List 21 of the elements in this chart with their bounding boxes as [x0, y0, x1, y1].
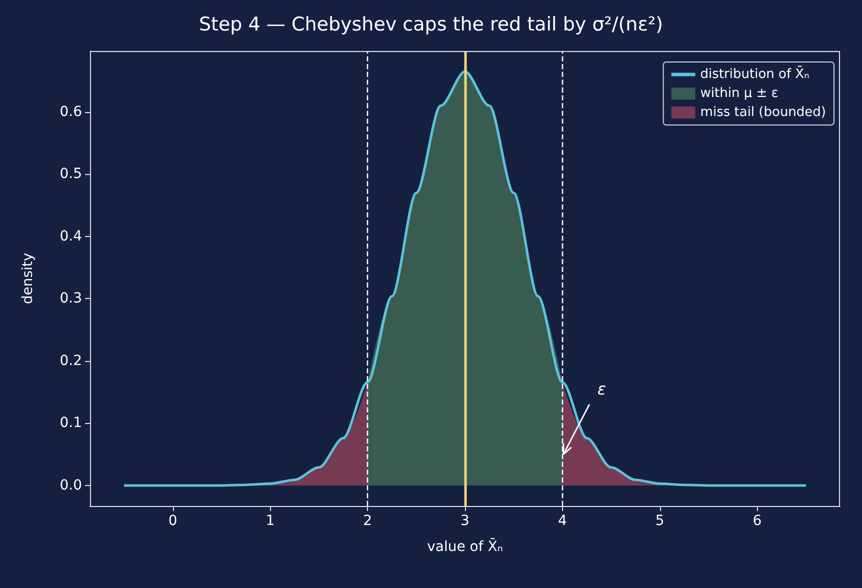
- y-tick-label: 0.4: [60, 228, 82, 244]
- x-tick-label: 3: [460, 513, 470, 529]
- x-tick-label: 0: [168, 513, 178, 529]
- x-tick-label: 2: [363, 513, 372, 529]
- x-tick-label: 5: [655, 513, 664, 529]
- y-tick-label: 0.3: [60, 290, 82, 307]
- x-tick-label: 6: [752, 513, 762, 529]
- chart-title: Step 4 — Chebyshev caps the red tail by σ²/(nε²): [198, 14, 664, 36]
- legend-label: distribution of X̄ₙ: [700, 66, 810, 82]
- x-tick-label: 1: [266, 513, 275, 529]
- annotation: ε: [597, 379, 606, 398]
- y-tick-label: 0.2: [60, 352, 82, 369]
- y-tick-label: 0.6: [60, 104, 82, 120]
- y-axis-title: density: [20, 252, 36, 304]
- y-tick-label: 0.1: [60, 415, 82, 432]
- y-tick-label: 0.0: [60, 477, 82, 494]
- legend-label: within μ ± ε: [700, 86, 778, 101]
- x-tick-label: 4: [558, 513, 567, 529]
- x-axis-title: value of X̄ₙ: [427, 537, 503, 555]
- y-tick-label: 0.5: [60, 166, 82, 182]
- legend-label: miss tail (bounded): [700, 105, 826, 120]
